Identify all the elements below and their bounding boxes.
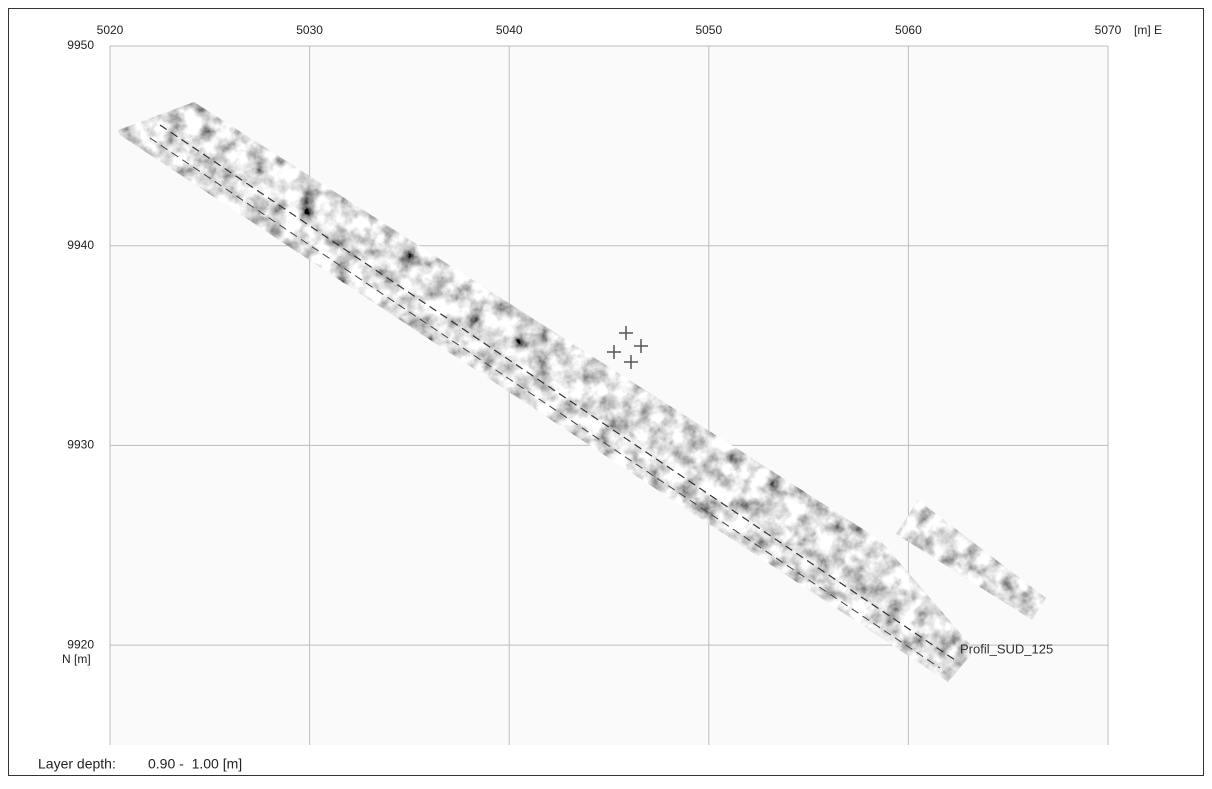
footer-value: 0.90 - 1.00 [m] bbox=[148, 756, 242, 772]
y-tick-label: 9940 bbox=[67, 238, 94, 252]
profile-label: Profil_SUD_125 bbox=[960, 641, 1053, 656]
x-tick-label: 5030 bbox=[296, 23, 323, 37]
markers bbox=[607, 326, 648, 369]
y-tick-label: 9950 bbox=[67, 38, 94, 52]
grid bbox=[109, 45, 1109, 745]
footer-label: Layer depth: bbox=[38, 756, 116, 772]
x-unit-label: [m] E bbox=[1134, 23, 1162, 37]
y-unit-label: N [m] bbox=[62, 652, 91, 666]
x-tick-label: 5050 bbox=[695, 23, 722, 37]
x-tick-label: 5060 bbox=[895, 23, 922, 37]
x-tick-label: 5020 bbox=[97, 23, 124, 37]
x-tick-label: 5040 bbox=[496, 23, 523, 37]
y-tick-label: 9920 bbox=[67, 637, 94, 651]
x-tick-label: 5070 bbox=[1095, 23, 1122, 37]
y-tick-label: 9930 bbox=[67, 438, 94, 452]
